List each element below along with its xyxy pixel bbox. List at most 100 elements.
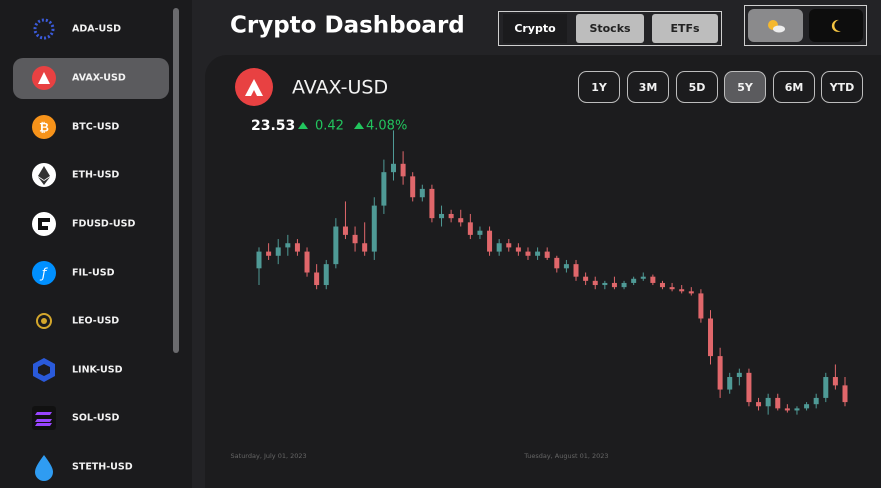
up-arrow [354, 122, 364, 129]
candle-body [439, 213, 445, 219]
item-label: STETH-USD [72, 462, 133, 473]
x-tick-label: Tuesday, August 01, 2023 [523, 452, 608, 460]
sidebar-item[interactable]: ₿ BTC-USD [32, 115, 119, 139]
candle-body [487, 230, 493, 252]
candle-body [448, 213, 454, 219]
icon [35, 412, 52, 426]
sidebar-item[interactable]: ƒ FIL-USD [32, 261, 115, 285]
candle-body [679, 289, 685, 292]
candlestick-chart: Saturday, July 01, 2023 Tuesday, August 0… [231, 130, 848, 460]
candle-body [400, 163, 406, 177]
sidebar-item[interactable]: AVAX-USD [32, 66, 126, 90]
icon [38, 72, 50, 84]
tab-label: Crypto [514, 22, 556, 35]
candle-body [362, 243, 368, 252]
sidebar-item[interactable]: ETH-USD [32, 163, 119, 187]
active-item[interactable] [13, 58, 169, 99]
item-label: ADA-USD [72, 24, 121, 35]
range-button[interactable] [627, 71, 669, 103]
candle-body [650, 276, 656, 283]
candle-body [727, 377, 733, 390]
icon [33, 18, 55, 40]
candle-body [631, 278, 637, 283]
candle-body [794, 408, 800, 411]
moon-icon [831, 19, 841, 32]
sidebar-item[interactable]: STETH-USD [35, 455, 133, 481]
icon [35, 455, 53, 481]
candle-body [573, 264, 579, 277]
tab[interactable] [576, 14, 644, 43]
candle-body [832, 377, 838, 386]
range-button[interactable] [821, 71, 863, 103]
candle-body [746, 372, 752, 403]
candle-body [813, 397, 819, 405]
theme-toggle [744, 5, 867, 46]
candle-body [352, 234, 358, 244]
candle-body [333, 226, 339, 265]
range-label: 1Y [591, 81, 608, 94]
range-button[interactable] [724, 71, 766, 103]
candle-body [583, 276, 589, 281]
sidebar-item[interactable]: SOL-USD [32, 406, 119, 430]
sidebar-item[interactable]: FDUSD-USD [32, 212, 135, 236]
candle-body [419, 188, 425, 198]
icon: ƒ [39, 267, 49, 282]
candle-body [640, 276, 646, 279]
cloud-icon [773, 25, 785, 33]
scrollbar[interactable] [173, 8, 179, 353]
chart-panel [205, 55, 881, 488]
icon: ₿ [39, 121, 49, 135]
candle-body [544, 251, 550, 258]
candle-body [736, 372, 742, 378]
candle-body [698, 293, 704, 319]
range-label: 5D [689, 81, 706, 94]
icon [36, 313, 52, 329]
sidebar-item[interactable]: LEO-USD [36, 313, 119, 329]
tab[interactable] [503, 14, 567, 43]
candle-body [804, 404, 810, 409]
range-buttons: 1Y 3M 5D 5Y 6M YTD [578, 71, 863, 103]
candle-body [496, 243, 502, 252]
candle-body [304, 251, 310, 273]
range-button[interactable] [676, 71, 718, 103]
candle-body [784, 408, 790, 411]
candle-body [611, 282, 617, 288]
icon [32, 115, 56, 139]
candle-body [506, 243, 512, 248]
sidebar-item[interactable]: ADA-USD [33, 18, 121, 40]
tab[interactable] [652, 14, 718, 43]
tab-label: ETFs [670, 22, 700, 35]
candle-body [429, 188, 435, 219]
item-label: FIL-USD [72, 268, 115, 279]
range-label: 3M [639, 81, 658, 94]
icon [32, 406, 56, 430]
change: 0.42 [315, 119, 344, 134]
candle-body [669, 287, 675, 290]
item-label: SOL-USD [72, 413, 119, 424]
candle-body [525, 251, 531, 256]
item-label: FDUSD-USD [72, 219, 135, 230]
candle-body [381, 172, 387, 206]
candle-body [477, 230, 483, 235]
price: 23.53 [251, 118, 295, 134]
candle-body [563, 264, 569, 269]
change-percent: 4.08% [366, 119, 407, 134]
dark-button[interactable] [809, 9, 863, 42]
sidebar-item[interactable]: LINK-USD [33, 358, 123, 382]
candle-body [285, 243, 291, 248]
candle-body [515, 247, 521, 252]
item-label: ETH-USD [72, 170, 119, 181]
range-label: 5Y [737, 81, 754, 94]
candle-body [717, 356, 723, 390]
candle-body [592, 280, 598, 286]
tab-group [498, 11, 722, 46]
range-label: YTD [829, 81, 855, 94]
candle-body [765, 397, 771, 407]
candle-body [708, 318, 714, 357]
range-button[interactable] [578, 71, 620, 103]
candle-body [410, 176, 416, 198]
range-label: 6M [785, 81, 804, 94]
icon [38, 166, 50, 185]
range-button[interactable] [773, 71, 815, 103]
